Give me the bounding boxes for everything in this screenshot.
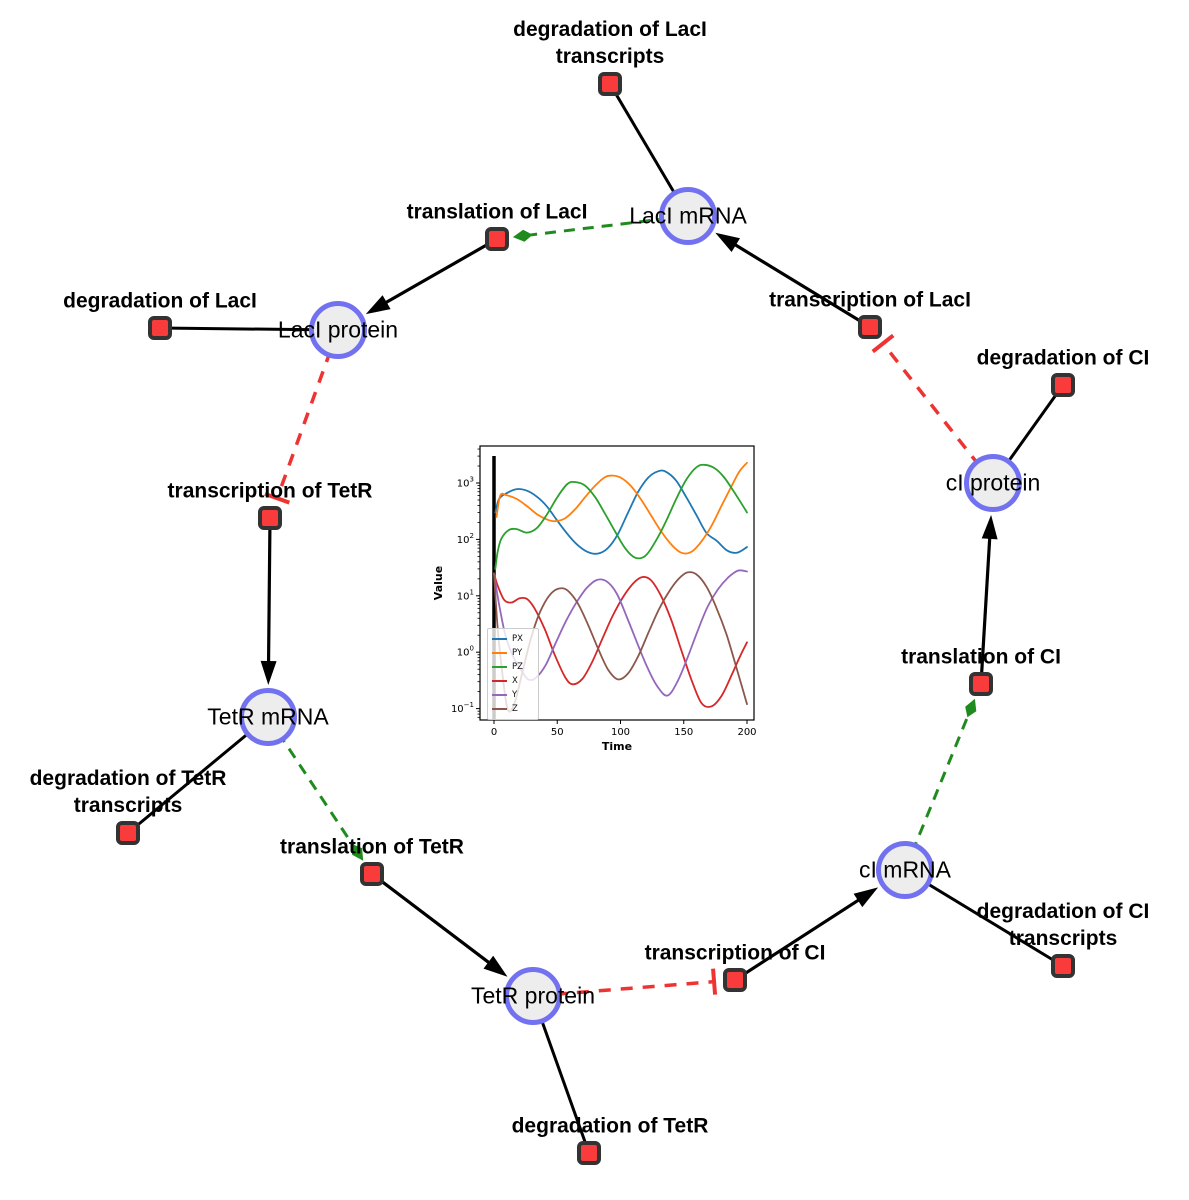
y-tick-label: 103 [457,476,474,490]
x-tick-label: 150 [674,727,693,738]
y-tick-label: 101 [457,588,474,602]
y-tick-label: 100 [457,645,474,659]
x-axis-label: Time [602,740,632,753]
chart-legend: PX PY PZ X Y Z [487,628,539,720]
edge-tc-tetr-tetr-mrna [260,517,277,685]
legend-label-x: X [512,676,518,686]
edge-tc-ci-ci-mrna [734,887,879,982]
x-tick-label: 50 [551,727,564,738]
plot-border [479,445,755,721]
legend-swatch-y [492,693,507,697]
edge-laci-protein-tc-tetr [264,329,340,505]
legend-swatch-x [492,679,507,683]
edge-ci-mrna-deg-ci-tx [904,868,1064,968]
edge-tetr-mrna-tl-tetr [266,716,364,861]
edge-tl-laci-laci-protein [365,237,498,315]
legend-item-px: PX [492,632,532,646]
legend-swatch-px [492,637,507,641]
edge-laci-mrna-deg-laci-tx [608,83,690,217]
legend-item-y: Y [492,688,532,702]
legend-item-py: PY [492,646,532,660]
y-tick-label: 102 [457,532,474,546]
edge-tc-laci-laci-mrna [715,232,871,329]
edge-tetr-protein-tc-ci [532,968,718,998]
legend-swatch-py [492,651,507,655]
legend-label-z: Z [512,704,518,714]
y-tick-label: 10−1 [451,701,474,715]
edge-laci-mrna-tl-laci [512,214,689,242]
x-tick-label: 0 [491,727,497,738]
edge-ci-mrna-tl-ci [903,698,977,871]
legend-swatch-z [492,707,507,711]
legend-label-py: PY [512,648,523,658]
edge-ci-protein-tc-laci [871,333,995,485]
timecourse-chart: 0 50 100 150 200 Time 10−1 100 101 102 103 Value PX… [428,436,768,766]
edge-laci-protein-deg-laci [159,326,339,332]
series-py [495,461,748,555]
series-px [494,469,748,555]
legend-item-z: Z [492,702,532,716]
legend-swatch-pz [492,665,507,669]
edge-ci-protein-deg-ci [991,384,1065,484]
legend-label-px: PX [512,634,523,644]
legend-item-x: X [492,674,532,688]
series-pz [494,463,748,570]
edge-tl-ci-ci-protein [979,514,998,685]
edge-tl-tetr-tetr-protein [371,872,508,977]
y-axis-label: Value [432,566,445,600]
legend-label-pz: PZ [512,662,523,672]
edge-tetr-mrna-deg-tetr-tx [127,715,269,835]
x-tick-label: 100 [611,727,630,738]
legend-item-pz: PZ [492,660,532,674]
series-x [493,572,748,708]
x-tick-label: 200 [737,727,756,738]
edge-tetr-protein-deg-tetr [531,995,591,1154]
chart-plot: 0 50 100 150 200 Time 10−1 100 101 102 103 Value [432,445,757,753]
legend-label-y: Y [512,690,518,700]
